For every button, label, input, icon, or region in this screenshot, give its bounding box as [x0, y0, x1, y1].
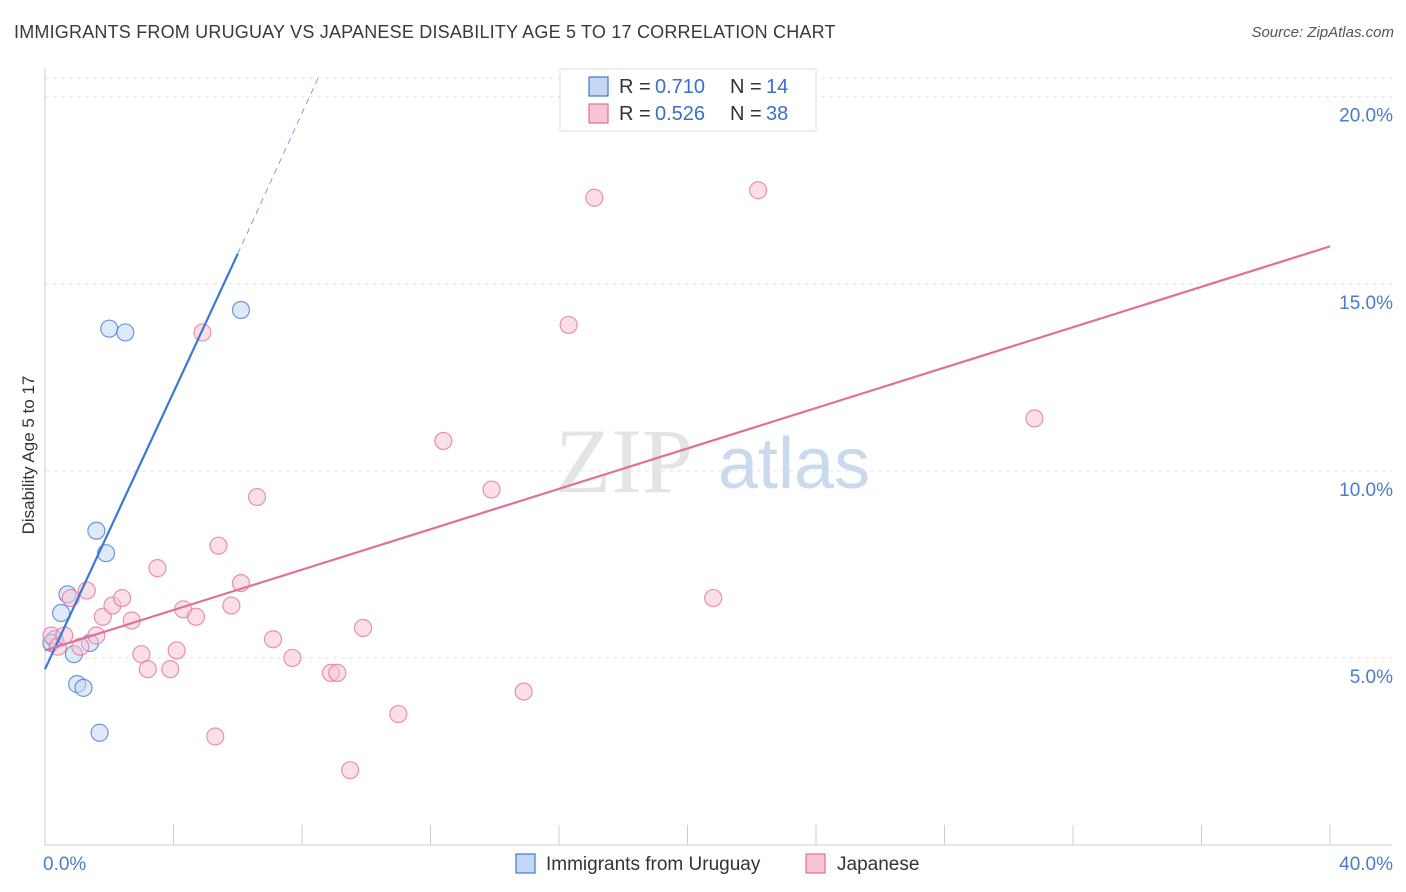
- data-point-japanese: [263, 630, 283, 649]
- data-point-japanese: [222, 596, 241, 615]
- data-point-japanese: [206, 727, 225, 746]
- data-point-uruguay: [96, 544, 116, 563]
- bottom-legend-swatch-uruguay: [515, 853, 536, 874]
- legend-n-label-japanese: N =: [730, 103, 762, 125]
- watermark-zip: ZIP: [555, 410, 693, 512]
- grid: [45, 77, 1392, 659]
- legend-n-value-japanese: 38: [766, 103, 788, 125]
- data-point-japanese: [1025, 409, 1044, 428]
- trend-line-japanese: [44, 245, 1331, 652]
- data-point-uruguay: [74, 678, 93, 697]
- legend-n-value-uruguay: 14: [766, 76, 788, 98]
- bottom-legend-swatch-japanese: [805, 853, 826, 874]
- data-point-japanese: [209, 536, 228, 555]
- watermark: ZIP atlas: [555, 410, 870, 512]
- y-axis-title: Disability Age 5 to 17: [19, 376, 38, 535]
- legend-r-value-japanese: 0.526: [655, 103, 705, 125]
- data-point-japanese: [138, 660, 157, 679]
- data-point-japanese: [283, 648, 302, 668]
- data-point-japanese: [112, 588, 132, 608]
- data-point-uruguay: [90, 723, 109, 742]
- bottom-legend-label-japanese: Japanese: [837, 854, 919, 875]
- y-tick-label: 5.0%: [1350, 667, 1393, 688]
- legend-r-label-uruguay: R =: [619, 76, 651, 98]
- data-point-japanese: [61, 588, 80, 608]
- data-point-japanese: [514, 682, 533, 701]
- data-point-uruguay: [87, 521, 106, 540]
- data-point-japanese: [87, 626, 106, 645]
- trend-lines: [44, 77, 1331, 670]
- legend-r-label-japanese: R =: [619, 103, 651, 125]
- data-points: [42, 181, 1044, 780]
- data-point-japanese: [749, 181, 768, 200]
- data-point-japanese: [167, 641, 186, 660]
- data-point-japanese: [434, 431, 453, 451]
- axes: 5.0% 10.0% 15.0% 20.0% 0.0% 40.0%: [43, 68, 1393, 875]
- data-point-japanese: [585, 188, 604, 207]
- legend-swatch-japanese: [588, 103, 609, 124]
- data-point-japanese: [704, 588, 723, 608]
- source-label: Source: ZipAtlas.com: [1251, 24, 1394, 41]
- data-point-uruguay: [100, 319, 119, 338]
- data-point-uruguay: [51, 603, 71, 623]
- data-point-japanese: [161, 660, 180, 679]
- legend-r-value-uruguay: 0.710: [655, 76, 705, 98]
- x-tick-label: 0.0%: [43, 854, 86, 875]
- data-point-japanese: [482, 480, 501, 499]
- data-point-uruguay: [231, 300, 251, 320]
- trend-line-uruguay-extension: [237, 77, 319, 255]
- legend-swatch-uruguay: [588, 76, 609, 97]
- watermark-atlas: atlas: [718, 424, 870, 504]
- y-tick-label: 20.0%: [1339, 106, 1393, 127]
- data-point-japanese: [186, 607, 206, 626]
- data-point-uruguay: [116, 323, 135, 342]
- trend-line-uruguay: [44, 253, 239, 670]
- bottom-legend-label-uruguay: Immigrants from Uruguay: [546, 854, 761, 875]
- y-tick-label: 10.0%: [1339, 480, 1393, 501]
- data-point-japanese: [559, 315, 578, 335]
- data-point-japanese: [341, 761, 360, 780]
- data-point-japanese: [353, 618, 373, 638]
- data-point-japanese: [328, 663, 347, 682]
- data-point-japanese: [132, 645, 151, 664]
- legend-n-label-uruguay: N =: [730, 76, 762, 98]
- chart-title: IMMIGRANTS FROM URUGUAY VS JAPANESE DISA…: [14, 22, 836, 42]
- y-tick-label: 15.0%: [1339, 293, 1393, 314]
- data-point-japanese: [389, 704, 408, 724]
- bottom-legend: Immigrants from Uruguay Japanese: [515, 853, 919, 875]
- data-point-japanese: [247, 487, 267, 507]
- data-point-japanese: [148, 559, 167, 578]
- top-legend: R = 0.710 N = 14 R = 0.526 N = 38: [559, 68, 817, 132]
- x-tick-label: 40.0%: [1339, 854, 1393, 875]
